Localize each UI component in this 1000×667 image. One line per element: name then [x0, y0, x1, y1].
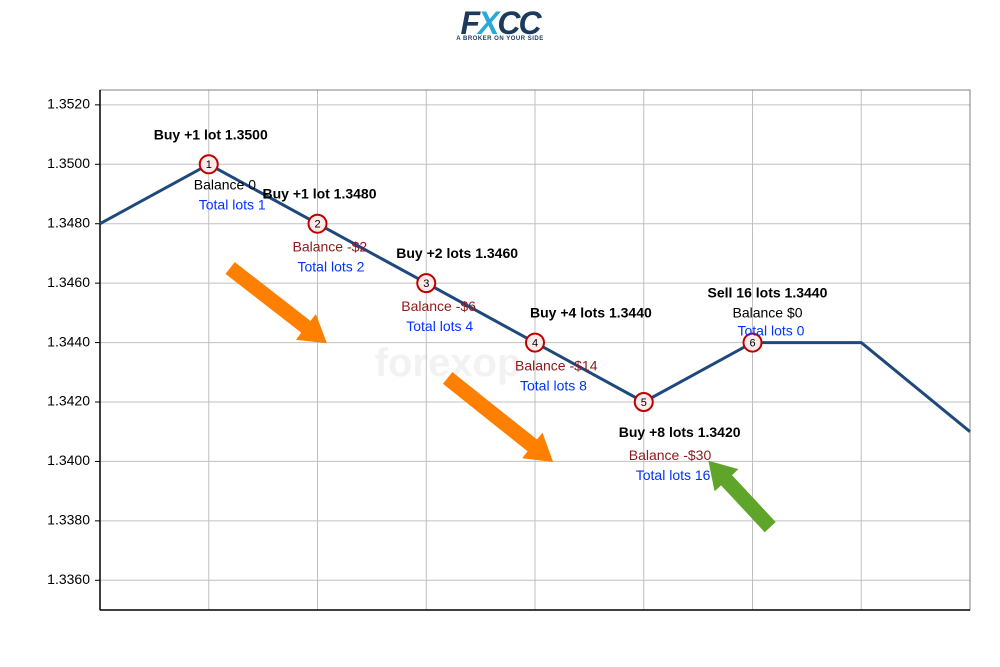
- annotation-action: Buy +1 lot 1.3500: [154, 126, 268, 142]
- annotation-action: Buy +1 lot 1.3480: [263, 186, 377, 202]
- annotation-balance: Balance -$30: [629, 447, 712, 463]
- annotation-balance: Balance -$14: [515, 358, 598, 374]
- logo-tagline: A BROKER ON YOUR SIDE: [450, 36, 550, 42]
- annotation-lots: Total lots 0: [738, 323, 805, 339]
- annotation-balance: Balance -$6: [401, 298, 476, 314]
- ytick-label: 1.3440: [47, 333, 90, 349]
- annotation-balance: Balance $0: [733, 305, 803, 321]
- annotation-lots: Total lots 4: [406, 318, 473, 334]
- ytick-label: 1.3460: [47, 274, 90, 290]
- annotation-lots: Total lots 16: [636, 467, 711, 483]
- annotation-lots: Total lots 1: [199, 196, 266, 212]
- ytick-label: 1.3420: [47, 393, 90, 409]
- annotation-balance: Balance 0: [194, 176, 256, 192]
- ytick-label: 1.3520: [47, 96, 90, 112]
- chart-container: forexop1.33601.33801.34001.34201.34401.3…: [20, 70, 980, 650]
- trade-marker-label: 2: [314, 219, 320, 231]
- annotation-balance: Balance -$2: [293, 239, 368, 255]
- ytick-label: 1.3500: [47, 155, 90, 171]
- ytick-label: 1.3400: [47, 452, 90, 468]
- annotation-action: Buy +4 lots 1.3440: [530, 305, 652, 321]
- page-root: FXCC A BROKER ON YOUR SIDE forexop1.3360…: [0, 0, 1000, 667]
- trade-marker-label: 6: [749, 337, 755, 349]
- trade-marker-label: 4: [532, 337, 538, 349]
- ytick-label: 1.3480: [47, 214, 90, 230]
- annotation-action: Buy +8 lots 1.3420: [619, 424, 741, 440]
- brand-logo: FXCC A BROKER ON YOUR SIDE: [450, 5, 550, 42]
- trade-marker-label: 1: [206, 159, 212, 171]
- trade-marker-label: 3: [423, 278, 429, 290]
- trend-arrow: [226, 263, 326, 343]
- annotation-action: Buy +2 lots 1.3460: [396, 245, 518, 261]
- annotation-lots: Total lots 8: [520, 378, 587, 394]
- trade-marker-label: 5: [641, 397, 647, 409]
- annotation-action: Sell 16 lots 1.3440: [708, 285, 828, 301]
- chart-svg: forexop1.33601.33801.34001.34201.34401.3…: [20, 70, 980, 650]
- ytick-label: 1.3360: [47, 571, 90, 587]
- annotation-lots: Total lots 2: [298, 259, 365, 275]
- ytick-label: 1.3380: [47, 512, 90, 528]
